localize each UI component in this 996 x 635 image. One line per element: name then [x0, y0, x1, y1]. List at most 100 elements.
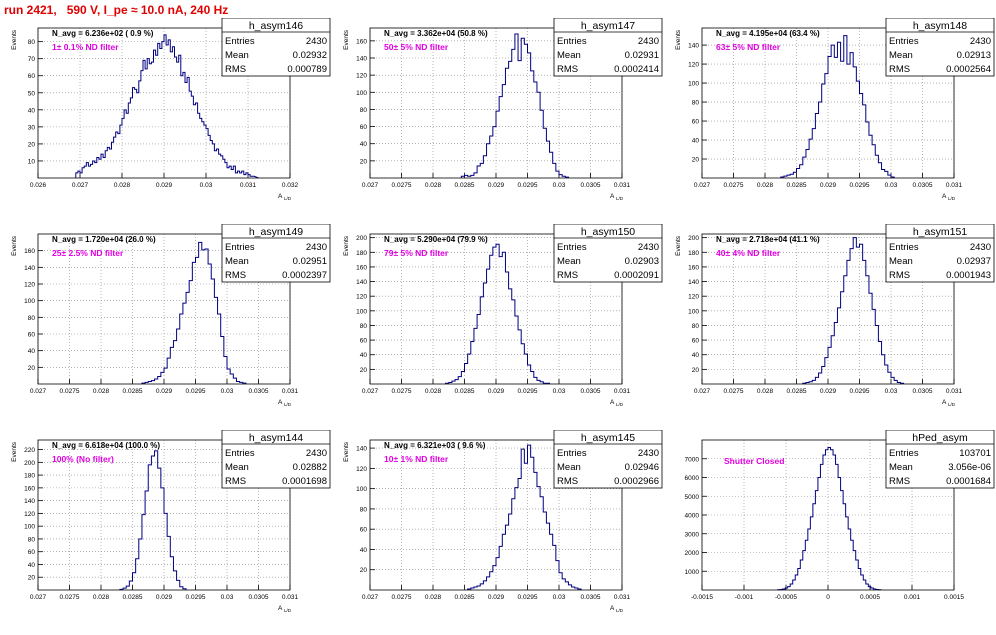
stats-label-mean: Mean: [225, 462, 249, 473]
x-tick-label: 0.0275: [60, 594, 80, 601]
y-tick-label: 20: [28, 141, 36, 148]
y-tick-label: 60: [692, 338, 700, 345]
y-tick-label: 80: [360, 107, 368, 114]
x-tick-label: 0.001: [904, 594, 921, 601]
y-axis-title: Events: [11, 235, 18, 256]
stats-label-entries: Entries: [889, 242, 919, 253]
stats-label-entries: Entries: [225, 36, 255, 47]
x-tick-label: 0.027: [30, 388, 47, 395]
y-tick-label: 100: [24, 298, 35, 305]
navg-annotation: N_avg = 1.720e+04 (26.0 %): [52, 235, 156, 244]
y-tick-label: 120: [24, 282, 35, 289]
stats-label-entries: Entries: [225, 448, 255, 459]
stats-value-rms: 0.0001684: [946, 476, 991, 487]
stats-value-entries: 2430: [638, 242, 659, 253]
y-axis-title: Events: [675, 235, 682, 256]
x-tick-label: 0.028: [425, 388, 442, 395]
x-tick-label: 0.0285: [787, 388, 807, 395]
stats-value-mean: 0.02951: [293, 256, 327, 267]
stats-label-rms: RMS: [557, 476, 578, 487]
filter-annotation: 10± 1% ND filter: [384, 454, 449, 464]
filter-annotation: 50± 5% ND filter: [384, 42, 449, 52]
x-axis-subscript: L/D: [948, 196, 956, 201]
navg-annotation: N_avg = 5.290e+04 (79.9 %): [384, 235, 488, 244]
y-axis-title: Events: [343, 29, 350, 50]
x-tick-label: 0.0285: [455, 182, 475, 189]
x-tick-label: 0.032: [282, 182, 299, 189]
x-axis-subscript: L/D: [616, 608, 624, 613]
stats-label-rms: RMS: [889, 476, 910, 487]
y-tick-label: 60: [28, 73, 36, 80]
x-tick-label: 0.0305: [581, 594, 601, 601]
x-tick-label: 0.031: [614, 182, 631, 189]
navg-annotation: N_avg = 6.618e+04 (100.0 %): [52, 441, 160, 450]
stats-label-rms: RMS: [225, 64, 246, 75]
x-tick-label: 0.0275: [60, 388, 80, 395]
y-tick-label: 200: [688, 235, 699, 242]
filter-annotation: Shutter Closed: [724, 456, 784, 466]
y-tick-label: 160: [24, 485, 35, 492]
y-tick-label: 140: [24, 498, 35, 505]
y-axis-title: Events: [11, 441, 18, 462]
x-tick-label: 0.029: [156, 594, 173, 601]
stats-label-rms: RMS: [225, 476, 246, 487]
histogram-name: h_asym148: [913, 20, 967, 32]
x-tick-label: 0.0295: [518, 594, 538, 601]
x-tick-label: 0.0295: [850, 182, 870, 189]
y-tick-label: 120: [356, 294, 367, 301]
y-tick-label: 20: [28, 575, 36, 582]
y-tick-label: 160: [688, 264, 699, 271]
x-axis-subscript: L/D: [284, 196, 292, 201]
y-tick-label: 180: [688, 250, 699, 257]
x-tick-label: 0.03: [885, 388, 898, 395]
x-tick-label: 0.031: [946, 388, 963, 395]
y-tick-label: 80: [360, 323, 368, 330]
y-tick-label: 80: [692, 100, 700, 107]
x-tick-label: 0.03: [885, 182, 898, 189]
x-tick-label: 0.031: [614, 594, 631, 601]
stats-value-rms: 0.0002091: [614, 270, 659, 281]
y-tick-label: 20: [28, 365, 36, 372]
y-tick-label: 40: [360, 352, 368, 359]
filter-annotation: 63± 5% ND filter: [716, 42, 781, 52]
x-tick-label: 0.0015: [944, 594, 964, 601]
x-tick-label: 0.0305: [581, 388, 601, 395]
stats-value-entries: 2430: [638, 36, 659, 47]
filter-annotation: 40± 4% ND filter: [716, 248, 781, 258]
stats-value-rms: 0.0001698: [282, 476, 327, 487]
stats-value-entries: 2430: [306, 242, 327, 253]
y-axis-title: Events: [343, 441, 350, 462]
y-tick-label: 40: [360, 547, 368, 554]
stats-value-mean: 0.02903: [625, 256, 659, 267]
y-tick-label: 120: [24, 511, 35, 518]
y-tick-label: 160: [24, 248, 35, 255]
filter-annotation: 1± 0.1% ND filter: [52, 42, 119, 52]
stats-value-entries: 2430: [306, 36, 327, 47]
x-tick-label: 0.03: [553, 182, 566, 189]
x-tick-label: 0.026: [30, 182, 47, 189]
y-tick-label: 60: [692, 119, 700, 126]
y-tick-label: 140: [356, 56, 367, 63]
y-tick-label: 180: [24, 473, 35, 480]
x-tick-label: 0.0305: [913, 182, 933, 189]
x-tick-label: 0.029: [820, 182, 837, 189]
x-tick-label: 0.03: [221, 594, 234, 601]
stats-label-mean: Mean: [225, 256, 249, 267]
x-tick-label: 0.0285: [455, 388, 475, 395]
x-tick-label: 0.031: [614, 388, 631, 395]
x-axis-title: A: [942, 193, 947, 200]
y-tick-label: 140: [688, 279, 699, 286]
x-axis-subscript: L/D: [616, 196, 624, 201]
x-tick-label: -0.001: [735, 594, 754, 601]
x-tick-label: 0.027: [72, 182, 89, 189]
y-tick-label: 100: [356, 308, 367, 315]
x-tick-label: 0.029: [488, 388, 505, 395]
